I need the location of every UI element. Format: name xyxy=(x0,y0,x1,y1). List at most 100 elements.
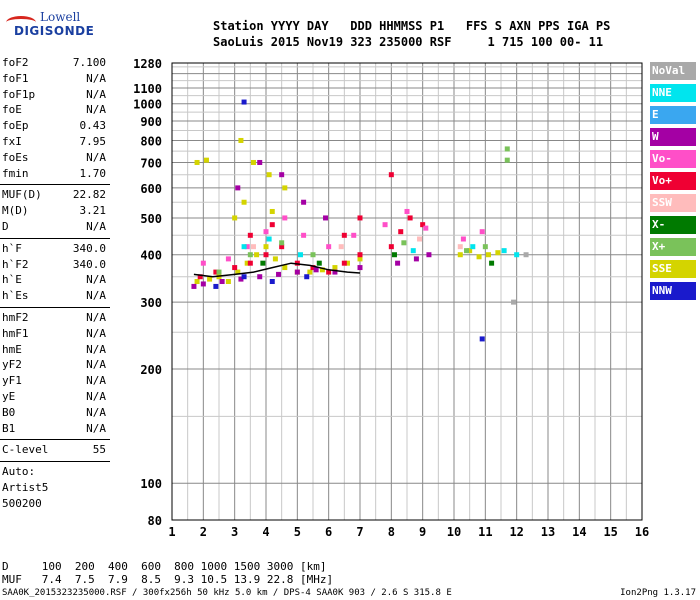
param-name: fmin xyxy=(2,166,29,180)
param-row: foF2 7.100 xyxy=(2,56,108,70)
data-point xyxy=(232,215,238,221)
data-point xyxy=(282,265,288,271)
data-point xyxy=(238,276,244,282)
param-value: N/A xyxy=(86,71,106,85)
data-point xyxy=(313,267,319,273)
param-separator xyxy=(0,307,110,308)
y-tick-label: 200 xyxy=(140,363,162,377)
muf-row: MUF 7.4 7.5 7.9 8.5 9.3 10.5 13.9 22.8 [… xyxy=(2,573,334,586)
data-point xyxy=(316,260,322,266)
x-tick-label: 11 xyxy=(478,525,492,539)
data-point xyxy=(244,260,250,266)
x-tick-label: 13 xyxy=(541,525,555,539)
data-point xyxy=(194,279,200,285)
data-point xyxy=(247,232,253,238)
y-tick-label: 1100 xyxy=(133,82,162,96)
data-point xyxy=(495,250,501,256)
y-tick-label: 1280 xyxy=(133,57,162,71)
data-point xyxy=(207,276,213,282)
data-point xyxy=(485,252,491,258)
param-value: 1.70 xyxy=(79,166,107,180)
data-point xyxy=(191,283,197,289)
footer-version: Ion2Png 1.3.17 xyxy=(620,588,696,598)
data-point xyxy=(357,256,363,262)
data-point xyxy=(470,244,476,250)
chart-ticks: 1 2 3 4 5 6 7 8 9 10 11 12 13 14 15 1680100200300400500… xyxy=(133,57,649,539)
data-point xyxy=(504,146,510,152)
param-name: foF2 xyxy=(2,56,29,69)
data-point xyxy=(326,269,332,275)
data-point xyxy=(420,222,426,228)
data-point xyxy=(395,260,401,266)
y-tick-label: 600 xyxy=(140,182,162,196)
data-point xyxy=(464,248,470,254)
data-point xyxy=(417,236,423,242)
param-value: N/A xyxy=(86,150,106,164)
data-point xyxy=(194,159,200,165)
param-value: N/A xyxy=(86,358,106,372)
param-row: h`F 340.0 xyxy=(2,242,108,256)
data-point xyxy=(276,271,282,277)
param-value: 7.100 xyxy=(72,56,106,69)
param-row: M(D) 3.21 xyxy=(2,204,108,218)
data-point xyxy=(388,244,394,250)
data-point xyxy=(247,252,253,258)
legend-item-vo-: Vo+ xyxy=(650,172,696,190)
y-tick-label: 300 xyxy=(140,296,162,310)
param-row: foEs N/A xyxy=(2,151,108,165)
series-noval xyxy=(511,252,529,305)
legend-item-sse: SSE xyxy=(650,260,696,278)
param-note: Auto: xyxy=(2,465,36,479)
data-point xyxy=(241,244,247,250)
data-point xyxy=(241,274,247,280)
chart-trace xyxy=(193,262,361,278)
x-tick-label: 14 xyxy=(572,525,586,539)
param-name: foF1 xyxy=(2,71,29,85)
data-point xyxy=(457,252,463,258)
data-point xyxy=(398,229,404,235)
param-name: fxI xyxy=(2,135,22,148)
data-point xyxy=(511,299,517,305)
data-point xyxy=(482,244,488,250)
param-row: yF1 N/A xyxy=(2,374,108,388)
data-point xyxy=(266,172,272,178)
param-value: 340.0 xyxy=(72,241,106,255)
param-name: C-level xyxy=(2,443,49,457)
data-point xyxy=(423,225,429,231)
data-point xyxy=(203,157,209,163)
legend-item-x-: X- xyxy=(650,216,696,234)
data-point xyxy=(269,222,275,228)
param-separator xyxy=(0,439,110,441)
data-point xyxy=(263,244,269,250)
param-value: N/A xyxy=(86,220,106,233)
data-point xyxy=(282,185,288,191)
param-row: hmF1 N/A xyxy=(2,327,108,341)
x-tick-label: 3 xyxy=(231,525,238,539)
param-value: N/A xyxy=(86,405,106,419)
x-tick-label: 15 xyxy=(603,525,617,539)
y-tick-label: 80 xyxy=(148,514,162,528)
param-row: hmE N/A xyxy=(2,343,108,357)
data-point xyxy=(310,252,316,258)
data-point xyxy=(476,254,482,260)
y-tick-label: 400 xyxy=(140,249,162,263)
data-point xyxy=(232,265,238,271)
data-point xyxy=(279,240,285,246)
param-name: foEs xyxy=(2,150,29,164)
param-separator xyxy=(0,237,110,239)
param-name: MUF(D) xyxy=(2,188,42,202)
footer-info: SAA0K_2015323235000.RSF / 300fx256h 50 k… xyxy=(2,588,452,598)
param-name: h`E xyxy=(2,273,22,287)
x-tick-label: 16 xyxy=(635,525,649,539)
data-point xyxy=(514,252,520,258)
distance-row: D 100 200 400 600 800 1000 1500 3000 [km… xyxy=(2,560,327,573)
param-name: D xyxy=(2,220,9,233)
param-row: h`E N/A xyxy=(2,273,108,287)
param-name: B0 xyxy=(2,405,16,419)
digisonde-logo: Lowell DIGISONDE xyxy=(6,8,96,42)
data-point xyxy=(307,269,313,275)
data-point xyxy=(235,269,241,275)
data-point xyxy=(467,248,473,254)
param-name: yF2 xyxy=(2,358,22,372)
data-point xyxy=(225,256,231,262)
